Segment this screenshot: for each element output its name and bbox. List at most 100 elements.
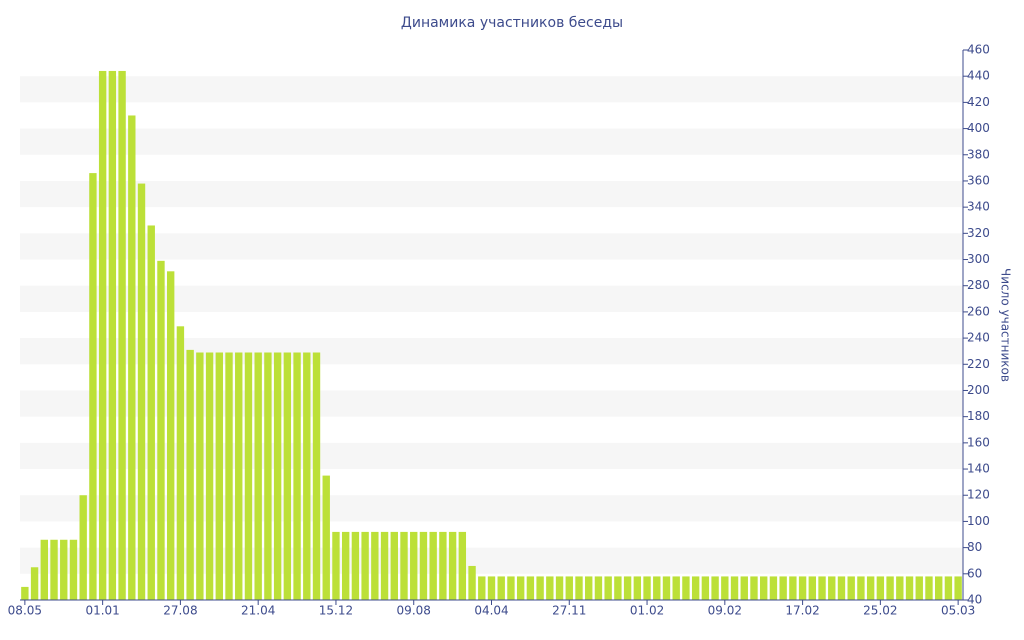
grid-band (20, 180, 963, 208)
bar (419, 531, 428, 600)
bar (244, 352, 253, 600)
y-tick-label: 300 (967, 252, 990, 266)
bar (157, 260, 165, 600)
y-tick-label: 220 (967, 357, 990, 371)
bar (341, 531, 350, 600)
x-tick-label: 25.02 (863, 604, 897, 618)
bar (876, 576, 885, 600)
bar (108, 70, 117, 600)
x-tick-label: 17.02 (785, 604, 819, 618)
bar (215, 352, 223, 600)
bar (60, 539, 68, 600)
y-tick-label: 460 (967, 43, 990, 57)
bar (662, 576, 671, 600)
bar (818, 576, 826, 600)
bar (633, 576, 642, 600)
bar (332, 531, 340, 600)
bar (760, 576, 768, 600)
bar (935, 576, 943, 600)
bar (196, 352, 204, 600)
bar (478, 576, 486, 600)
bar (555, 576, 564, 600)
x-tick-label: 21.04 (241, 604, 275, 618)
bar (312, 352, 321, 600)
bar (507, 576, 515, 600)
bar (614, 576, 622, 600)
bar (730, 576, 739, 600)
bar (487, 576, 496, 600)
bar (497, 576, 505, 600)
bar (565, 576, 573, 600)
bar (137, 183, 146, 601)
bar (653, 576, 661, 600)
bar (264, 352, 272, 600)
bar (623, 576, 632, 600)
bar (837, 576, 846, 600)
x-tick-label: 01.01 (85, 604, 119, 618)
bar (118, 70, 126, 600)
bar (273, 352, 282, 600)
bar (351, 531, 360, 600)
bar (847, 576, 855, 600)
bar (672, 576, 680, 600)
bar (886, 576, 894, 600)
x-tick-label: 05.03 (941, 604, 975, 618)
bar (303, 352, 311, 600)
bar (147, 225, 155, 600)
bar (740, 576, 748, 600)
bar (516, 576, 525, 600)
bar (128, 115, 136, 600)
x-tick-label: 09.08 (397, 604, 431, 618)
y-tick-label: 100 (967, 514, 990, 528)
bar (89, 173, 97, 600)
bar (79, 495, 87, 600)
bar (643, 576, 651, 600)
bar (448, 531, 457, 600)
y-tick-label: 320 (967, 226, 990, 240)
y-tick-label: 340 (967, 200, 990, 214)
bar (594, 576, 603, 600)
bar (857, 576, 865, 600)
bar (293, 352, 301, 600)
bar (235, 352, 243, 600)
bar (789, 576, 797, 600)
x-tick-label: 01.02 (630, 604, 664, 618)
bar (701, 576, 710, 600)
y-tick-label: 120 (967, 488, 990, 502)
bar (944, 576, 953, 600)
bar (50, 539, 58, 600)
bar (750, 576, 758, 600)
bar (954, 576, 962, 600)
bar (546, 576, 554, 600)
bar (682, 576, 690, 600)
bar (536, 576, 544, 600)
y-tick-label: 80 (967, 540, 982, 554)
bar (225, 352, 233, 600)
y-tick-label: 440 (967, 69, 990, 83)
y-axis-label: Число участников (999, 268, 1013, 382)
x-tick-label: 27.08 (163, 604, 197, 618)
bar (779, 576, 787, 600)
bar (575, 576, 583, 600)
grid-band (20, 285, 963, 312)
bar (468, 565, 476, 600)
x-tick-label: 27.11 (552, 604, 586, 618)
bar (176, 326, 185, 600)
bar (400, 531, 408, 600)
y-tick-label: 160 (967, 435, 990, 449)
bar (721, 576, 729, 600)
bar (828, 576, 836, 600)
bar (798, 576, 807, 600)
y-tick-label: 200 (967, 383, 990, 397)
y-tick-label: 420 (967, 95, 990, 109)
grid-band (20, 233, 963, 260)
y-tick-label: 240 (967, 331, 990, 345)
bar (380, 531, 389, 600)
y-tick-label: 180 (967, 409, 990, 423)
bar (866, 576, 875, 600)
y-tick-label: 140 (967, 462, 990, 476)
grid-band (20, 76, 963, 103)
bar (585, 576, 593, 600)
y-tick-label: 260 (967, 304, 990, 318)
